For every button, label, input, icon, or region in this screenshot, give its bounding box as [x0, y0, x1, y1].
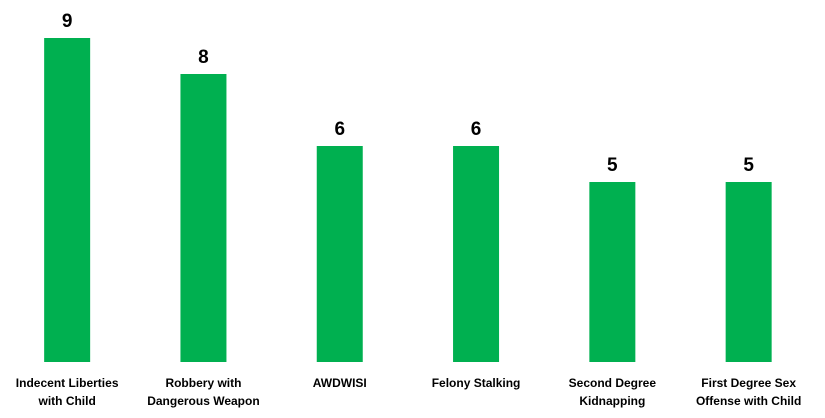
value-label: 5	[743, 155, 754, 176]
bar	[316, 146, 363, 362]
x-tick-label: Dangerous Weapon	[147, 394, 259, 408]
x-tick-label: AWDWISI	[313, 376, 367, 390]
x-tick-label: Felony Stalking	[432, 376, 521, 390]
bar	[180, 74, 227, 362]
x-tick-label: Kidnapping	[579, 394, 645, 408]
bar	[589, 182, 636, 362]
bar	[725, 182, 772, 362]
value-label: 6	[334, 119, 345, 140]
x-tick-label: Indecent Liberties	[16, 376, 119, 390]
value-label: 5	[607, 155, 618, 176]
x-tick-label: Robbery with	[165, 376, 241, 390]
x-tick-label: with Child	[37, 394, 95, 408]
bar	[453, 146, 500, 362]
value-label: 8	[198, 47, 209, 68]
value-label: 9	[62, 11, 73, 32]
x-tick-label: Offense with Child	[696, 394, 801, 408]
value-label: 6	[471, 119, 482, 140]
x-tick-label: First Degree Sex	[701, 376, 796, 390]
bar	[44, 38, 91, 362]
x-tick-label: Second Degree	[569, 376, 657, 390]
